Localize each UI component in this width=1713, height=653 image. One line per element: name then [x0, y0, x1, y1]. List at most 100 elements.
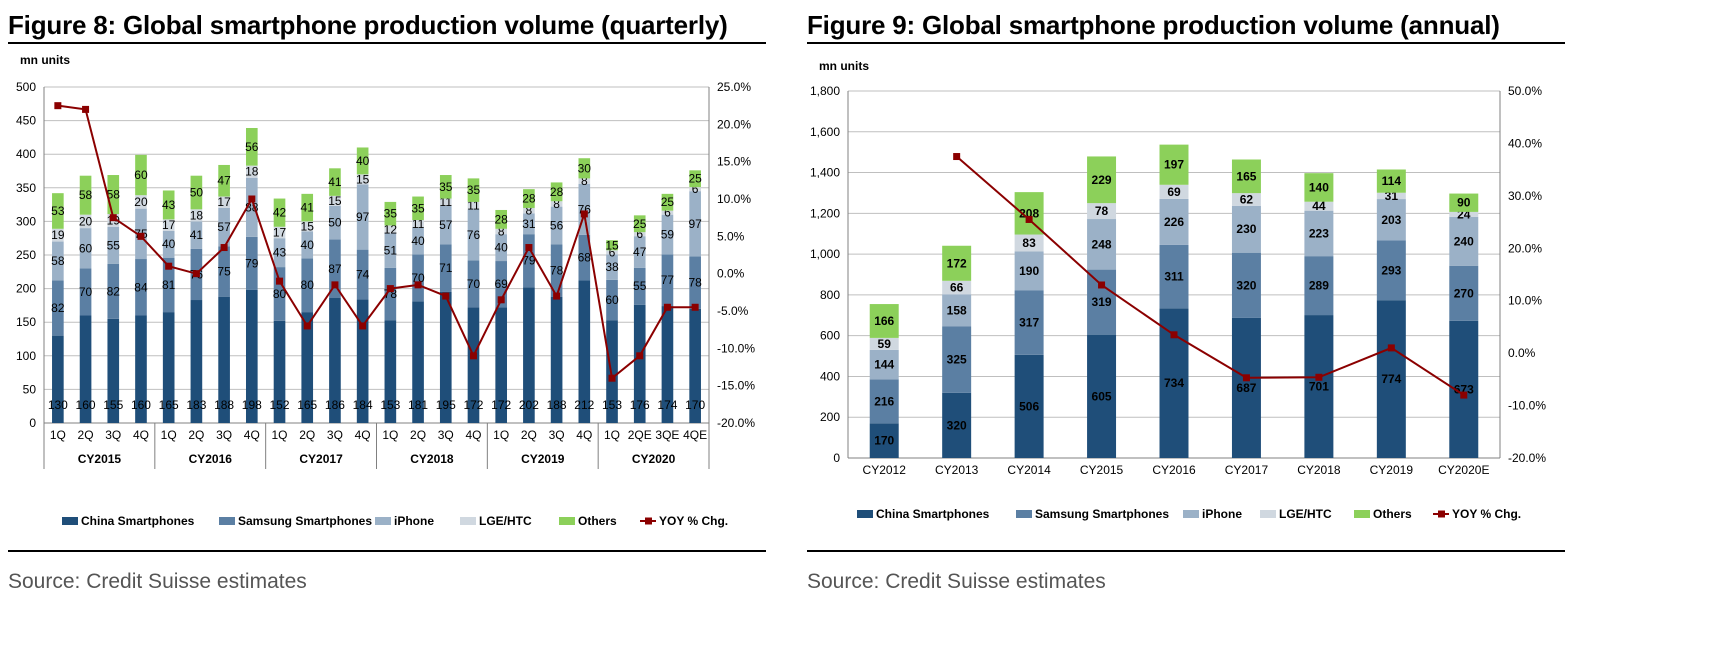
x-tick-label: 3Q — [105, 428, 121, 442]
bar-lge-htc — [495, 228, 508, 235]
data-label-china-smartphones: 172 — [463, 398, 483, 412]
data-label-china-smartphones: 320 — [947, 418, 967, 432]
data-label-lge-htc: 69 — [1167, 185, 1181, 199]
bar-iphone — [107, 226, 120, 264]
bar-china-smartphones — [356, 299, 369, 423]
data-label-iphone: 226 — [1164, 215, 1184, 229]
data-label-china-smartphones: 186 — [325, 398, 345, 412]
data-label-samsung-smartphones: 69 — [495, 277, 509, 291]
data-label-lge-htc: 6 — [636, 227, 643, 241]
bar-others — [439, 175, 452, 199]
data-label-china-smartphones: 202 — [519, 398, 539, 412]
data-label-samsung-smartphones: 325 — [947, 353, 967, 367]
data-label-iphone: 57 — [439, 218, 453, 232]
bar-others — [218, 164, 230, 197]
bar-china-smartphones — [578, 280, 591, 423]
data-label-china-smartphones: 172 — [491, 398, 511, 412]
bar-lge-htc — [550, 201, 563, 207]
data-label-iphone: 57 — [217, 220, 231, 234]
bar-samsung-smartphones — [245, 236, 258, 290]
bar-samsung-smartphones — [495, 261, 508, 308]
data-label-others: 25 — [688, 172, 702, 186]
legend-swatch-iphone — [375, 517, 391, 525]
legend-swatch-iphone — [1183, 510, 1199, 518]
figure-9-panel: Figure 9: Global smartphone production v… — [807, 0, 1565, 653]
legend-label-lge-htc: LGE/HTC — [1279, 507, 1332, 521]
bar-lge-htc — [1376, 192, 1406, 200]
x-tick-label: 1Q — [50, 428, 66, 442]
bar-china-smartphones — [1014, 354, 1044, 458]
data-label-samsung-smartphones: 320 — [1236, 278, 1256, 292]
bar-china-smartphones — [550, 296, 563, 423]
data-label-others: 229 — [1092, 173, 1112, 187]
data-label-samsung-smartphones: 289 — [1309, 279, 1329, 293]
data-label-iphone: 58 — [51, 254, 65, 268]
x-tick-label: 3Q — [438, 428, 454, 442]
data-label-samsung-smartphones: 270 — [1454, 286, 1474, 300]
bar-iphone — [412, 227, 424, 255]
bar-china-smartphones — [412, 301, 424, 423]
data-label-others: 165 — [1236, 169, 1256, 183]
bar-others — [1231, 159, 1261, 194]
y-tick-label: 450 — [16, 114, 36, 128]
data-label-iphone: 230 — [1236, 222, 1256, 236]
data-label-iphone: 203 — [1381, 213, 1401, 227]
y-tick-label: 0 — [833, 451, 840, 465]
bar-others — [301, 193, 314, 222]
bar-others — [523, 189, 535, 208]
data-label-samsung-smartphones: 84 — [134, 280, 148, 294]
data-label-china-smartphones: 170 — [685, 398, 705, 412]
y-tick-label: 50 — [23, 382, 37, 396]
data-label-samsung-smartphones: 311 — [1164, 270, 1184, 284]
bar-others — [273, 198, 286, 227]
data-label-others: 197 — [1164, 158, 1184, 172]
x-tick-label: 1Q — [161, 428, 177, 442]
bar-iphone — [356, 184, 369, 250]
bar-china-smartphones — [439, 291, 452, 423]
bar-lge-htc — [135, 195, 147, 209]
yoy-line — [956, 155, 1465, 396]
bar-iphone — [1304, 210, 1334, 257]
data-label-china-smartphones: 506 — [1019, 399, 1039, 413]
y-tick-label: 400 — [16, 147, 36, 161]
data-label-samsung-smartphones: 82 — [51, 301, 65, 315]
y-tick-label: 1,600 — [810, 125, 840, 139]
bar-lge-htc — [356, 174, 369, 185]
x-tick-label: CY2016 — [1152, 463, 1196, 477]
bar-others — [162, 190, 175, 220]
x-tick-label: 3Q — [216, 428, 232, 442]
yoy-line — [57, 104, 696, 381]
bar-china-smartphones — [245, 289, 258, 423]
data-label-others: 42 — [273, 206, 287, 220]
data-label-others: 56 — [245, 140, 259, 154]
data-label-samsung-smartphones: 70 — [411, 271, 425, 285]
x-tick-label: 4Q — [244, 428, 260, 442]
bar-others — [1087, 156, 1117, 204]
bar-iphone — [578, 183, 591, 235]
legend-swatch-samsung-smartphones — [219, 517, 235, 525]
bar-samsung-smartphones — [273, 267, 286, 321]
data-label-china-smartphones: 734 — [1164, 376, 1184, 390]
bar-samsung-smartphones — [1304, 256, 1334, 316]
y-tick-label: 500 — [16, 80, 36, 94]
figure-9-title-rule — [807, 42, 1565, 44]
bar-others — [79, 175, 92, 215]
bar-lge-htc — [79, 214, 92, 229]
y2-tick-label: 0.0% — [717, 267, 745, 281]
x-tick-label: CY2012 — [863, 463, 907, 477]
bar-lge-htc — [190, 209, 203, 222]
data-label-others: 166 — [874, 314, 894, 328]
figure-8-panel: Figure 8: Global smartphone production v… — [8, 0, 766, 653]
y-tick-label: 300 — [16, 214, 36, 228]
data-label-others: 25 — [661, 195, 675, 209]
legend-label-samsung-smartphones: Samsung Smartphones — [1035, 507, 1169, 521]
data-label-iphone: 60 — [79, 241, 93, 255]
x-tick-label: 4QE — [683, 428, 707, 442]
data-label-others: 172 — [947, 256, 967, 270]
y-axis-unit-label: mn units — [819, 59, 869, 73]
bar-samsung-smartphones — [107, 263, 120, 319]
figure-8-chart: mn units 0 50 100 150 200 250 300 350 400 450 500 -2… — [16, 53, 755, 528]
data-label-others: 140 — [1309, 180, 1329, 194]
data-label-others: 50 — [190, 186, 204, 200]
bar-iphone — [1231, 205, 1261, 253]
